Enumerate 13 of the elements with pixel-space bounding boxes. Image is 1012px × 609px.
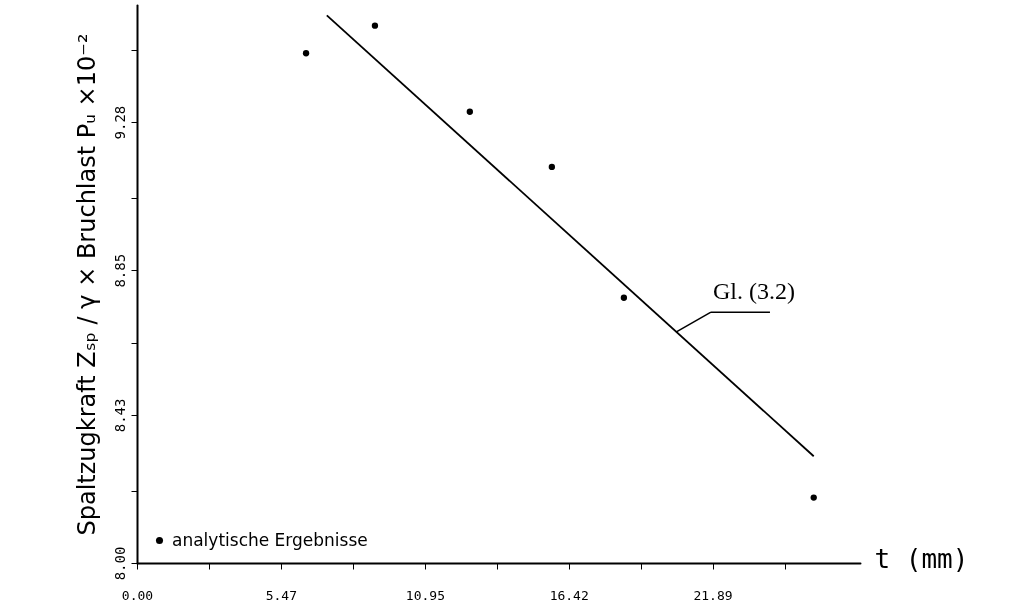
y-tick-label: 8.00 — [111, 546, 128, 581]
y-tick-label: 9.28 — [111, 105, 128, 140]
x-tick-label: 16.42 — [549, 587, 589, 603]
legend-label: analytische Ergebnisse — [172, 529, 368, 550]
x-tick-label: 21.89 — [693, 587, 733, 603]
y-tick-label: 8.43 — [111, 398, 128, 433]
y-tick-label: 8.85 — [111, 253, 128, 288]
x-tick-label: 0.00 — [121, 587, 154, 603]
x-tick-label: 10.95 — [405, 587, 445, 603]
y-axis-title: Spaltzugkraft Zₛₚ / γ × Bruchlast Pᵤ ×10⁻² — [72, 33, 101, 536]
x-tick-label: 5.47 — [265, 587, 297, 603]
x-axis-title: t (mm) — [874, 543, 969, 574]
annotation: Gl. (3.2) — [712, 278, 795, 305]
